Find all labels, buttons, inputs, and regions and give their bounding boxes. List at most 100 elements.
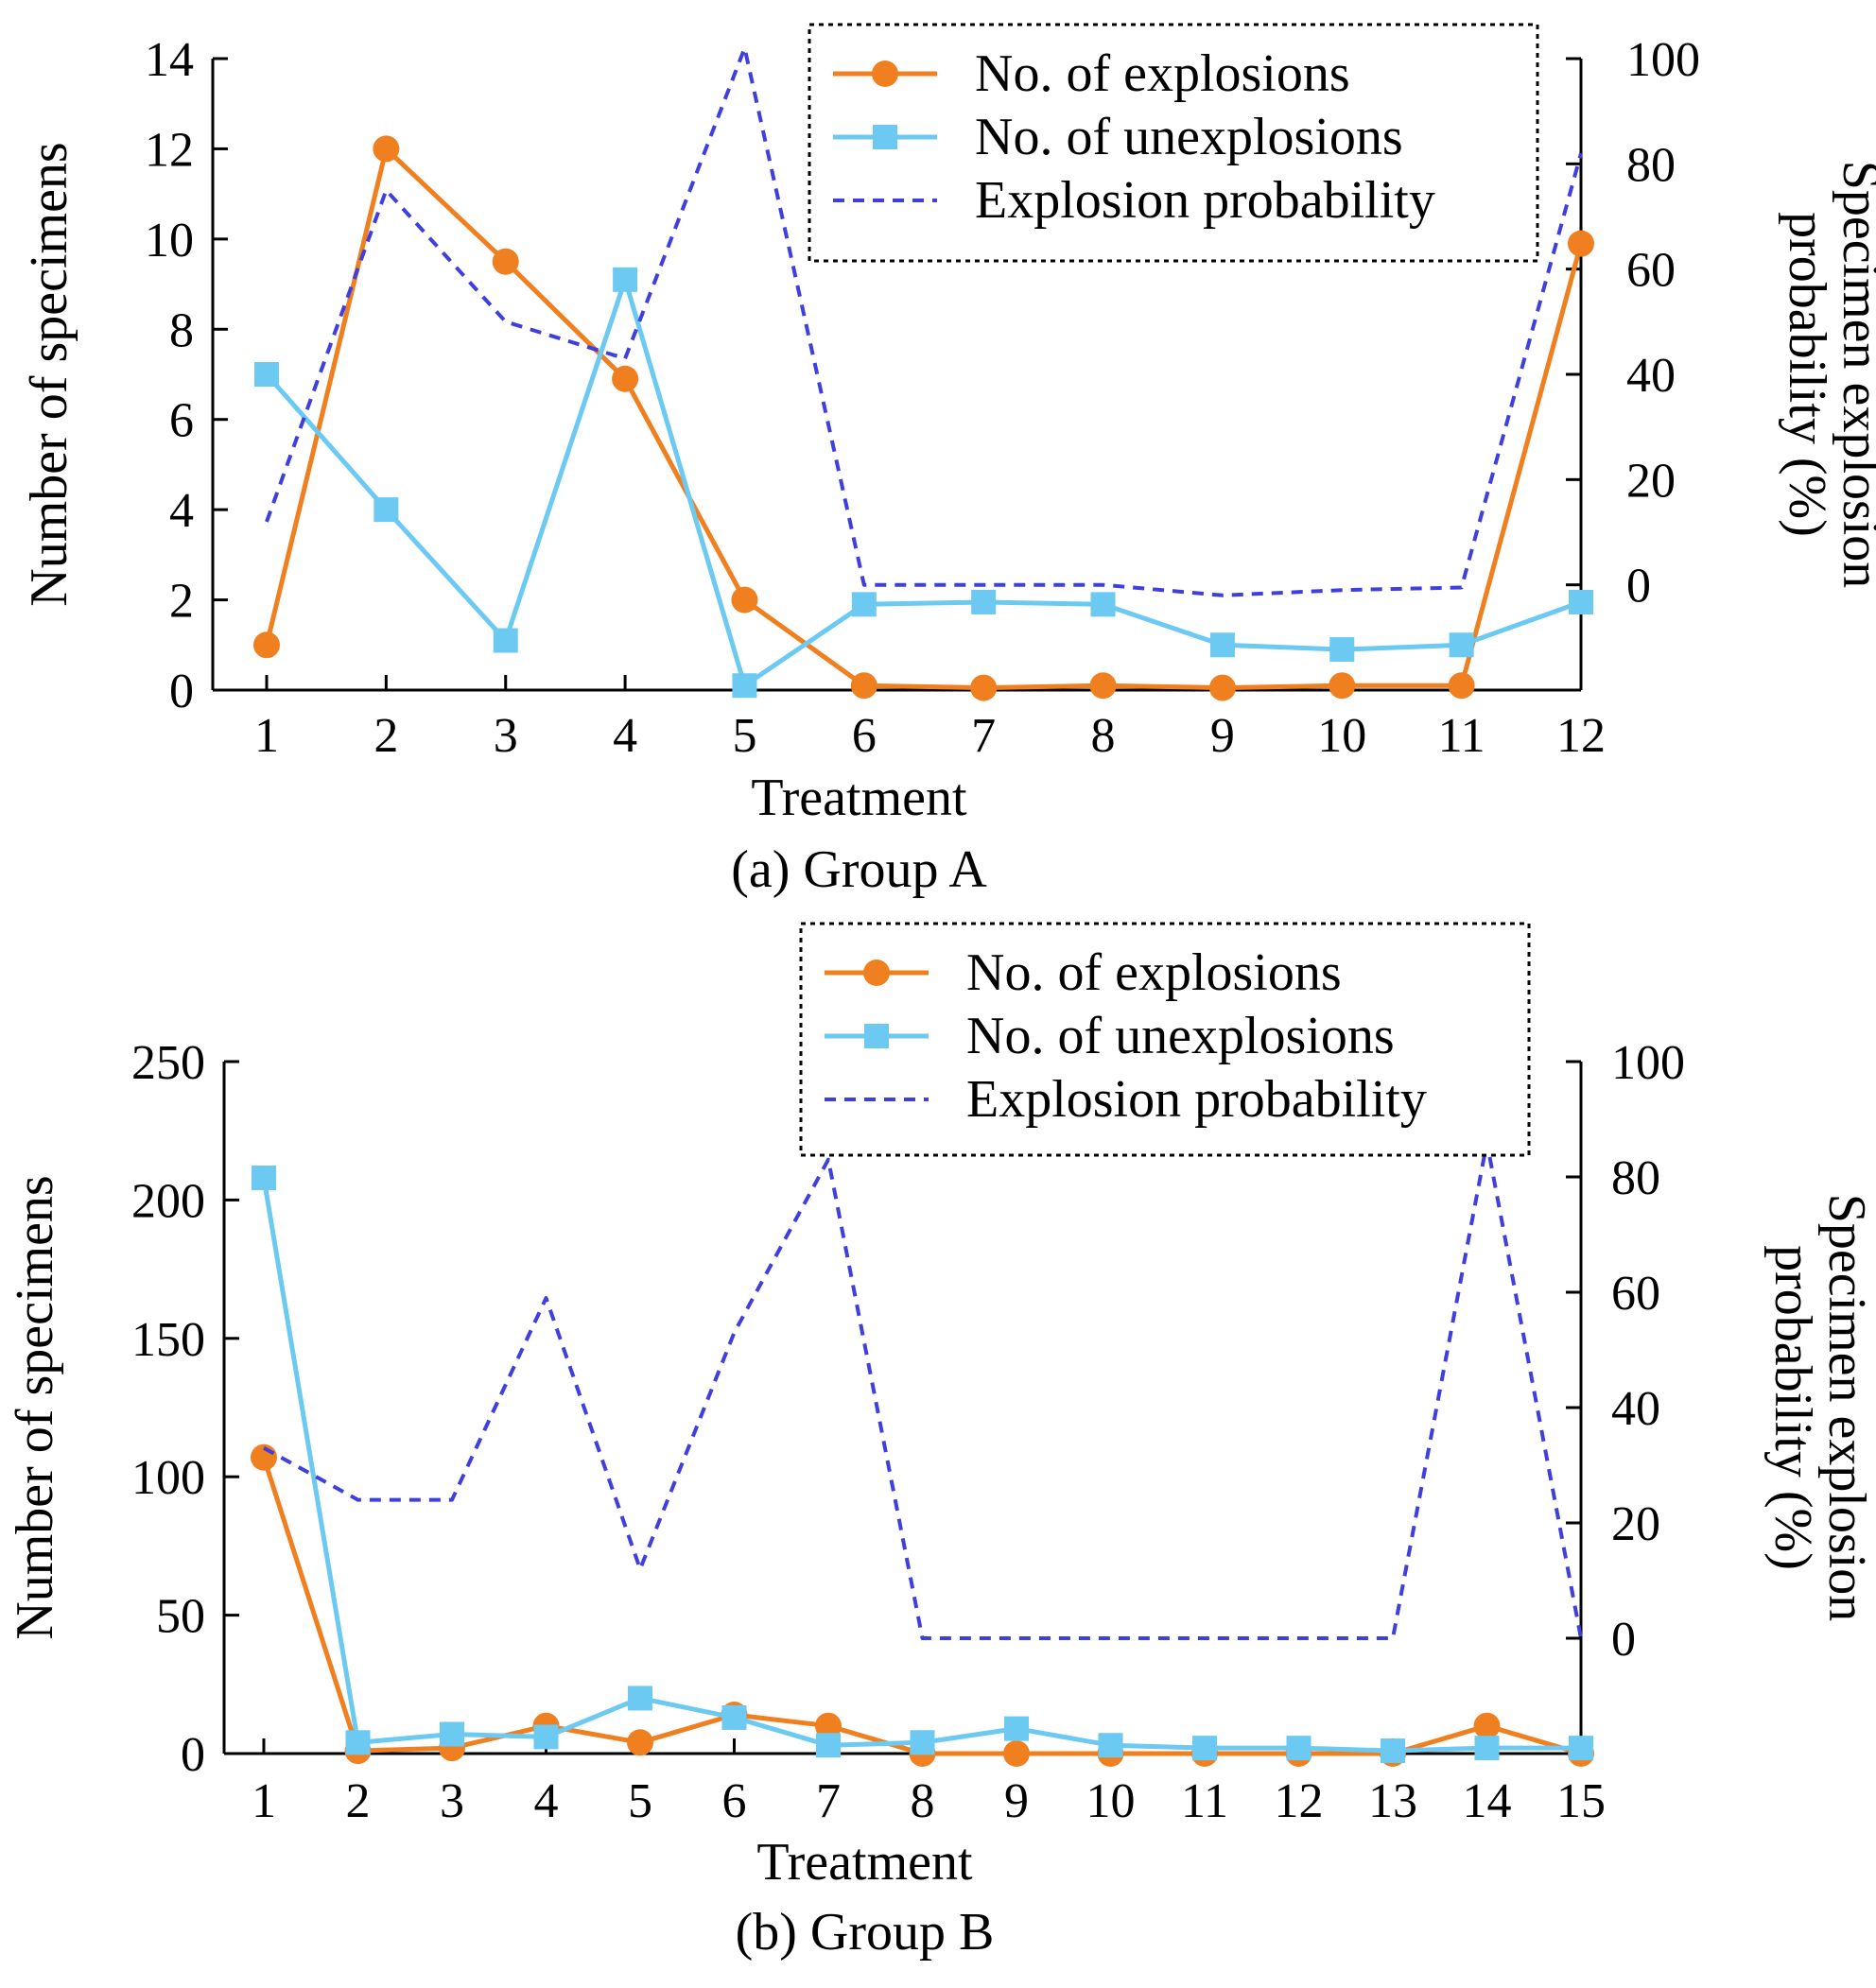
data-point-unexplosions bbox=[1210, 632, 1235, 657]
chart-svg: 024681012140204060801001 2 3 4 5 6 7 8 9 10 11 12Tr… bbox=[0, 0, 1876, 1983]
y-tick-label: 0 bbox=[169, 665, 194, 718]
x-axis-label: Treatment bbox=[751, 769, 967, 827]
y-tick-label: 4 bbox=[169, 484, 194, 538]
y-tick-label: 8 bbox=[169, 303, 194, 357]
data-point-unexplosions bbox=[628, 1685, 652, 1710]
data-point-unexplosions bbox=[1329, 637, 1354, 662]
data-point-unexplosions bbox=[971, 590, 996, 614]
x-tick-label: 10 bbox=[1086, 1774, 1136, 1828]
data-point-unexplosions bbox=[1450, 632, 1474, 657]
data-point-unexplosions bbox=[494, 629, 518, 653]
y2-tick-label: 20 bbox=[1626, 454, 1676, 508]
x-tick-label: 3 bbox=[440, 1774, 464, 1828]
legend-label: No. of unexplosions bbox=[966, 1007, 1395, 1065]
data-point-unexplosions bbox=[852, 592, 877, 616]
x-tick-label: 11 bbox=[1438, 709, 1485, 763]
y-tick-label: 250 bbox=[131, 1036, 205, 1090]
y2-tick-label: 20 bbox=[1611, 1497, 1660, 1551]
legend-label: No. of explosions bbox=[975, 44, 1350, 103]
data-point-explosions bbox=[1449, 672, 1475, 699]
x-tick-label: 5 bbox=[628, 1774, 652, 1828]
data-point-unexplosions bbox=[1099, 1733, 1123, 1757]
legend-marker-square bbox=[864, 1024, 889, 1048]
y-tick-label: 6 bbox=[169, 394, 194, 448]
series-line-unexplosions bbox=[267, 280, 1581, 685]
chart-figure: 0 2 4 6 8 10 12 14 0 20 40 60 80 100 1 2 3 4 5 6 7 8 9 10 11 12 Tr… bbox=[0, 0, 1876, 1983]
legend-label: No. of explosions bbox=[966, 943, 1342, 1002]
data-point-explosions bbox=[970, 675, 997, 701]
y2-tick-label: 0 bbox=[1611, 1613, 1636, 1667]
y2-tick-label: 60 bbox=[1626, 244, 1676, 298]
data-point-explosions bbox=[851, 672, 877, 699]
legend-marker-circle bbox=[863, 959, 890, 986]
data-point-explosions bbox=[731, 587, 757, 614]
data-point-explosions bbox=[1090, 672, 1117, 699]
legend-marker-square bbox=[873, 125, 897, 149]
data-point-explosions bbox=[612, 366, 638, 392]
y2-tick-label: 100 bbox=[1611, 1036, 1685, 1090]
data-point-unexplosions bbox=[252, 1166, 276, 1190]
x-tick-label: 4 bbox=[534, 1774, 559, 1828]
data-point-unexplosions bbox=[1475, 1736, 1500, 1760]
data-point-explosions bbox=[1003, 1740, 1030, 1767]
data-point-unexplosions bbox=[1192, 1736, 1217, 1760]
y-tick-label: 100 bbox=[131, 1451, 205, 1505]
data-point-unexplosions bbox=[816, 1733, 841, 1757]
data-point-explosions bbox=[253, 631, 280, 658]
y-tick-label: 2 bbox=[169, 575, 194, 629]
y2-tick-label: 40 bbox=[1626, 349, 1676, 403]
data-point-explosions bbox=[1474, 1713, 1501, 1739]
x-tick-label: 15 bbox=[1556, 1774, 1606, 1828]
y2-axis-label-line1: Specimen explosion bbox=[1832, 161, 1876, 589]
x-tick-label: 8 bbox=[911, 1774, 935, 1828]
x-tick-label: 8 bbox=[1091, 709, 1116, 763]
y2-tick-label: 0 bbox=[1626, 560, 1651, 614]
series-line-probability bbox=[264, 1142, 1581, 1638]
legend-label: No. of unexplosions bbox=[975, 108, 1403, 166]
x-tick-label: 1 bbox=[254, 709, 279, 763]
x-tick-label: 9 bbox=[1004, 1774, 1029, 1828]
data-point-unexplosions bbox=[1569, 1736, 1593, 1760]
legend-label: Explosion probability bbox=[975, 171, 1435, 230]
y-tick-label: 0 bbox=[181, 1728, 205, 1782]
y2-tick-label: 80 bbox=[1611, 1151, 1660, 1205]
data-point-unexplosions bbox=[254, 362, 279, 387]
y2-axis-label-line2: probability (%) bbox=[1763, 1245, 1822, 1570]
x-tick-label: 10 bbox=[1317, 709, 1366, 763]
series-line-explosions bbox=[264, 1458, 1581, 1754]
data-point-explosions bbox=[1209, 675, 1236, 701]
x-tick-label: 12 bbox=[1275, 1774, 1324, 1828]
x-tick-label: 2 bbox=[373, 709, 398, 763]
data-point-unexplosions bbox=[440, 1722, 464, 1747]
y2-tick-label: 80 bbox=[1626, 138, 1676, 192]
series-line-unexplosions bbox=[264, 1178, 1581, 1751]
y2-axis-label-line1: Specimen explosion bbox=[1817, 1194, 1876, 1622]
data-point-unexplosions bbox=[534, 1724, 559, 1749]
x-axis-label: Treatment bbox=[756, 1833, 973, 1892]
data-point-explosions bbox=[373, 135, 399, 162]
y-tick-label: 150 bbox=[131, 1313, 205, 1367]
data-point-unexplosions bbox=[732, 673, 756, 698]
chart-panel-b: 0501001502002500204060801001 2 3 4 5 6 7 8 9 10 11… bbox=[6, 924, 1876, 1962]
data-point-explosions bbox=[493, 249, 519, 275]
data-point-explosions bbox=[1329, 672, 1355, 699]
x-tick-label: 9 bbox=[1210, 709, 1235, 763]
x-tick-label: 11 bbox=[1181, 1774, 1228, 1828]
y2-tick-label: 100 bbox=[1626, 33, 1700, 87]
legend-marker-circle bbox=[872, 61, 898, 87]
data-point-unexplosions bbox=[346, 1730, 371, 1755]
x-tick-label: 7 bbox=[971, 709, 996, 763]
x-tick-label: 7 bbox=[816, 1774, 841, 1828]
y-axis-label: Number of specimens bbox=[20, 142, 78, 606]
legend-label: Explosion probability bbox=[966, 1070, 1427, 1129]
x-tick-label: 3 bbox=[494, 709, 518, 763]
x-tick-label: 2 bbox=[346, 1774, 371, 1828]
data-point-unexplosions bbox=[1091, 592, 1116, 616]
data-point-explosions bbox=[1568, 231, 1594, 257]
y2-axis-label-line2: probability (%) bbox=[1778, 212, 1836, 537]
panel-caption: (a) Group A bbox=[731, 840, 987, 899]
y2-tick-label: 60 bbox=[1611, 1267, 1660, 1321]
x-tick-label: 1 bbox=[252, 1774, 276, 1828]
